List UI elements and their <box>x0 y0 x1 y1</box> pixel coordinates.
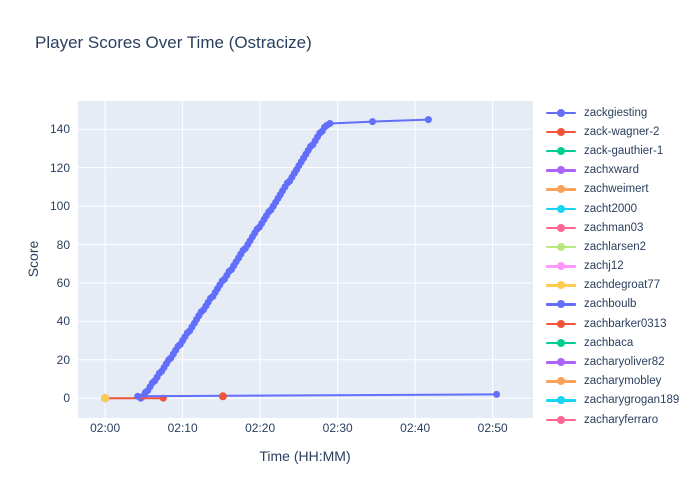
x-tick-label: 02:40 <box>400 421 431 435</box>
legend-item-zachxward[interactable]: zachxward <box>546 161 698 180</box>
trace-line <box>136 393 498 398</box>
x-tick-label: 02:30 <box>322 421 353 435</box>
legend-label: zachman03 <box>584 221 644 234</box>
legend-label: zachj12 <box>584 260 624 273</box>
legend-line-marker-icon <box>546 242 576 252</box>
legend-item-zachbarker0313[interactable]: zachbarker0313 <box>546 314 698 333</box>
y-tick-label: 20 <box>56 352 70 367</box>
legend-item-zacht2000[interactable]: zacht2000 <box>546 199 698 218</box>
trace-zachdegroat77 <box>101 394 110 403</box>
x-tick-label: 02:00 <box>90 421 121 435</box>
plot-canvas[interactable] <box>78 101 533 418</box>
legend-item-zachweimert[interactable]: zachweimert <box>546 180 698 199</box>
y-tick-label: 0 <box>63 391 70 406</box>
legend-item-zachman03[interactable]: zachman03 <box>546 218 698 237</box>
legend-line-marker-icon <box>546 184 576 194</box>
y-tick-label: 60 <box>56 275 70 290</box>
x-tick-label: 02:20 <box>245 421 276 435</box>
legend-line-marker-icon <box>546 146 576 156</box>
chart-title: Player Scores Over Time (Ostracize) <box>35 33 312 52</box>
legend-item-zack-gauthier-1[interactable]: zack-gauthier-1 <box>546 141 698 160</box>
legend-label: zachbaca <box>584 336 634 349</box>
trace-marker <box>134 392 142 400</box>
legend-label: zacharyferraro <box>584 413 659 426</box>
legend-line-marker-icon <box>546 204 576 214</box>
legend-label: zachxward <box>584 164 639 177</box>
legend-item-zack-wagner-2[interactable]: zack-wagner-2 <box>546 122 698 141</box>
legend-line-marker-icon <box>546 127 576 137</box>
trace-zachboulb <box>134 390 501 400</box>
legend-label: zacht2000 <box>584 202 638 215</box>
legend-label: zack-wagner-2 <box>584 125 660 138</box>
legend-line-marker-icon <box>546 357 576 367</box>
y-tick-label: 80 <box>56 237 70 252</box>
legend-line-marker-icon <box>546 395 576 405</box>
legend-label: zacharygrogan189 <box>584 394 680 407</box>
trace-marker <box>424 116 432 124</box>
x-tick-label: 02:50 <box>477 421 508 435</box>
legend-item-zachlarsen2[interactable]: zachlarsen2 <box>546 237 698 256</box>
trace-marker <box>369 118 376 126</box>
legend-item-zachboulb[interactable]: zachboulb <box>546 295 698 314</box>
legend-item-zackgiesting[interactable]: zackgiesting <box>546 103 698 122</box>
legend-line-marker-icon <box>546 415 576 425</box>
legend-label: zachdegroat77 <box>584 279 661 292</box>
y-tick-label: 120 <box>49 160 70 175</box>
legend-line-marker-icon <box>546 165 576 175</box>
legend-label: zacharyoliver82 <box>584 356 665 369</box>
legend-line-marker-icon <box>546 108 576 118</box>
legend-item-zachbaca[interactable]: zachbaca <box>546 333 698 352</box>
legend-label: zachlarsen2 <box>584 240 647 253</box>
legend-item-zacharyferraro[interactable]: zacharyferraro <box>546 410 698 426</box>
legend-line-marker-icon <box>546 223 576 233</box>
legend-item-zacharyoliver82[interactable]: zacharyoliver82 <box>546 352 698 371</box>
legend-item-zachdegroat77[interactable]: zachdegroat77 <box>546 276 698 295</box>
legend-label: zack-gauthier-1 <box>584 144 664 157</box>
trace-marker <box>218 392 227 401</box>
y-tick-label: 40 <box>56 314 70 329</box>
legend-label: zachbarker0313 <box>584 317 667 330</box>
y-tick-label: 140 <box>49 122 70 137</box>
legend: zackgiesting zack-wagner-2 zack-gauthier-1… <box>546 103 698 426</box>
trace-zackgiesting <box>137 116 432 402</box>
plot-area[interactable] <box>78 101 533 418</box>
trace-zachbarker0313 <box>218 392 227 401</box>
legend-label: zachboulb <box>584 298 637 311</box>
legend-line-marker-icon <box>546 319 576 329</box>
trace-marker <box>493 390 501 398</box>
legend-line-marker-icon <box>546 376 576 386</box>
legend-line-marker-icon <box>546 338 576 348</box>
trace-marker <box>326 120 334 127</box>
legend-item-zacharygrogan189[interactable]: zacharygrogan189 <box>546 391 698 410</box>
y-tick-label: 100 <box>49 199 70 214</box>
legend-item-zacharymobley[interactable]: zacharymobley <box>546 372 698 391</box>
trace-marker <box>101 394 110 403</box>
legend-line-marker-icon <box>546 261 576 271</box>
legend-line-marker-icon <box>546 299 576 309</box>
x-tick-label: 02:10 <box>167 421 198 435</box>
x-axis-label: Time (HH:MM) <box>259 448 351 464</box>
legend-label: zacharymobley <box>584 375 662 388</box>
legend-label: zachweimert <box>584 183 649 196</box>
y-axis-label: Score <box>25 240 41 278</box>
legend-item-zachj12[interactable]: zachj12 <box>546 257 698 276</box>
legend-label: zackgiesting <box>584 106 648 119</box>
legend-line-marker-icon <box>546 280 576 290</box>
